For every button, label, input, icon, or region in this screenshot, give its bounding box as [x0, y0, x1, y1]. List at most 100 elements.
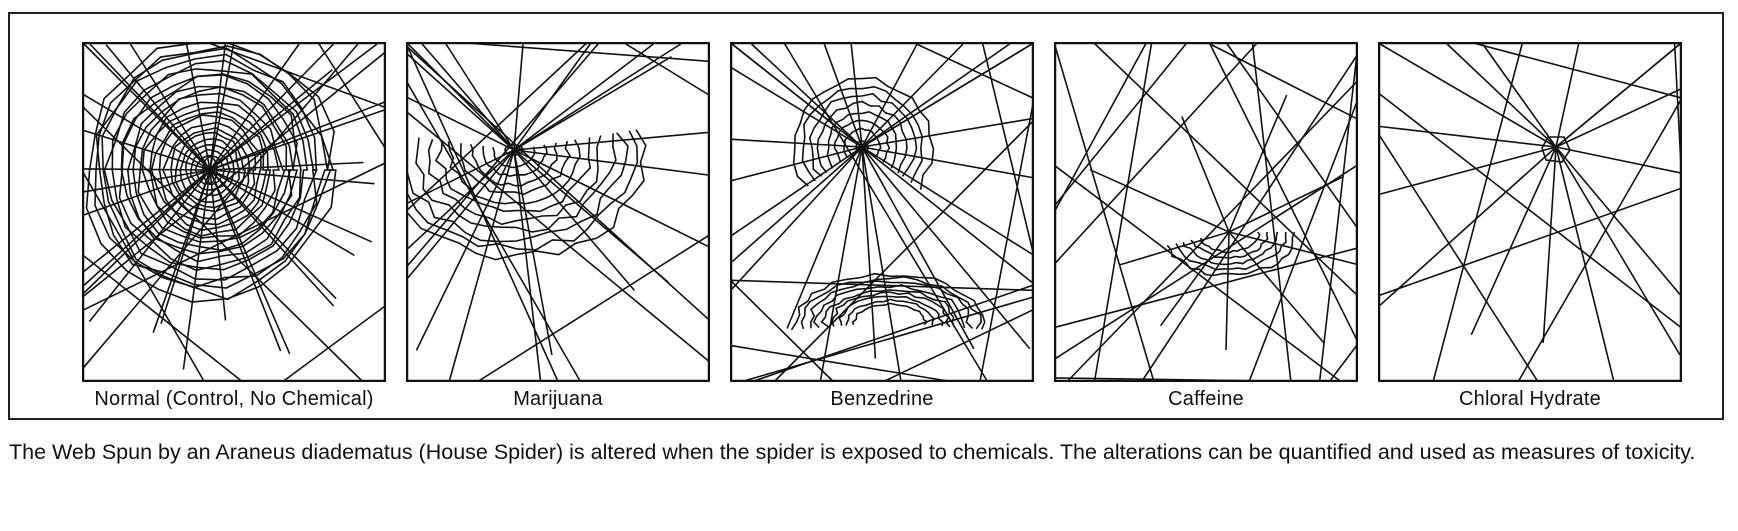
web-spiral-thread [800, 275, 983, 330]
web-spiral-thread [808, 92, 918, 177]
web-spiral-thread [162, 121, 257, 220]
web-radial-thread [513, 149, 669, 283]
web-frame-thread [1378, 187, 1682, 297]
web-spiral-thread [816, 100, 908, 174]
web-radial-thread [861, 146, 1031, 350]
web-frame-thread [979, 103, 1034, 382]
web-radial-thread [731, 146, 863, 290]
web-frame-thread [1093, 42, 1153, 382]
web-frame-thread [1054, 45, 1155, 382]
web-spiral-thread [427, 135, 602, 226]
web-frame-thread [406, 111, 710, 363]
web-frame-thread [1141, 54, 1358, 382]
web-radial-thread [1119, 231, 1230, 266]
web-radial-thread [861, 43, 964, 148]
web-spiral-thread [447, 139, 581, 205]
web-spiral-thread [1190, 231, 1269, 259]
web-panel-benzedrine [730, 42, 1034, 382]
web-spiral-thread [851, 302, 929, 326]
figure-caption: The Web Spun by an Araneus diadematus (H… [9, 440, 1696, 464]
web-frame-thread [1432, 42, 1524, 382]
web-radial-thread [513, 43, 591, 151]
web-spiral-thread [150, 111, 268, 232]
web-radial-thread [209, 101, 385, 171]
panel-label-normal: Normal (Control, No Chemical) [94, 388, 374, 410]
web-radial-thread [513, 43, 682, 151]
web-spiral-thread [185, 143, 236, 197]
web-hub [1541, 136, 1571, 163]
web-radial-thread [407, 54, 515, 151]
web-radial-thread [445, 43, 515, 151]
web-radial-thread [1542, 146, 1557, 343]
web-spiral-thread [810, 280, 974, 330]
web-frame-thread [283, 305, 386, 382]
web-frame-thread [1318, 53, 1358, 382]
web-panel-normal [82, 42, 386, 382]
web-radial-thread [861, 117, 1033, 148]
web-frame-thread [406, 81, 581, 382]
web-radial-thread [1228, 231, 1325, 344]
web-hub [855, 140, 869, 154]
web-spiral-thread [1166, 231, 1296, 277]
web-spiral-thread [831, 291, 951, 328]
web-spiral-thread [790, 272, 986, 331]
web-spiral-thread [843, 127, 882, 159]
web-spiral-thread [120, 74, 299, 263]
web-radial-thread [513, 149, 553, 356]
web-frame-thread [82, 162, 386, 311]
web-frame-thread [406, 42, 588, 211]
web-radial-thread [731, 138, 863, 148]
web-radial-thread [861, 146, 877, 359]
web-spiral-thread [1182, 231, 1279, 266]
web-spiral-thread [406, 130, 639, 251]
web-radial-thread [448, 149, 515, 381]
web-radial-thread [731, 146, 863, 182]
web-spiral-thread [469, 142, 558, 187]
web-frame-thread [208, 42, 386, 109]
web-frame-thread [730, 279, 1034, 292]
web-spiral-thread [137, 92, 286, 243]
web-spiral-thread [170, 127, 251, 213]
web-spiral-thread [459, 140, 571, 196]
web-spiral-thread [792, 76, 935, 190]
web-radial-thread [513, 149, 709, 248]
web-spiral-thread [179, 137, 241, 204]
web-radial-thread [1482, 43, 1557, 148]
web-radial-thread [513, 43, 654, 151]
web-spiral-thread [194, 154, 226, 186]
web-frame-thread [1054, 164, 1358, 360]
web-radial-thread [513, 43, 524, 151]
web-spiral-thread [85, 42, 337, 303]
web-radial-thread [1089, 168, 1230, 233]
web-spiral-thread [492, 146, 536, 169]
web-radial-thread [407, 97, 515, 151]
web-radial-thread [83, 129, 211, 171]
web-radial-thread [861, 146, 902, 381]
web-frame-thread [1517, 99, 1682, 382]
web-radial-thread [83, 169, 211, 294]
web-radial-thread [861, 43, 1011, 148]
web-spiral-thread [1175, 231, 1287, 271]
web-spiral-thread [111, 68, 309, 271]
web-frame-thread [623, 42, 710, 96]
web-spiral-thread [406, 132, 629, 243]
web-spiral-thread [406, 129, 647, 261]
web-radial-thread [861, 146, 975, 350]
web-radial-thread [1555, 146, 1681, 174]
web-radial-thread [1555, 43, 1681, 148]
web-hub [504, 144, 524, 156]
web-spiral-thread [820, 289, 955, 328]
web-radial-thread [1470, 146, 1557, 336]
web-spiral-thread [801, 85, 924, 183]
panel-label-caffeine: Caffeine [1168, 388, 1244, 410]
web-radial-thread [861, 43, 1033, 148]
web-radial-thread [209, 69, 333, 171]
web-radial-thread [861, 43, 918, 148]
web-frame-thread [1054, 42, 1258, 264]
web-spiral-thread [845, 298, 935, 326]
web-radial-thread [1555, 146, 1681, 296]
web-radial-thread [1379, 146, 1557, 306]
web-radial-thread [731, 67, 863, 148]
web-frame-thread [1225, 42, 1358, 228]
web-frame-thread [82, 171, 205, 382]
